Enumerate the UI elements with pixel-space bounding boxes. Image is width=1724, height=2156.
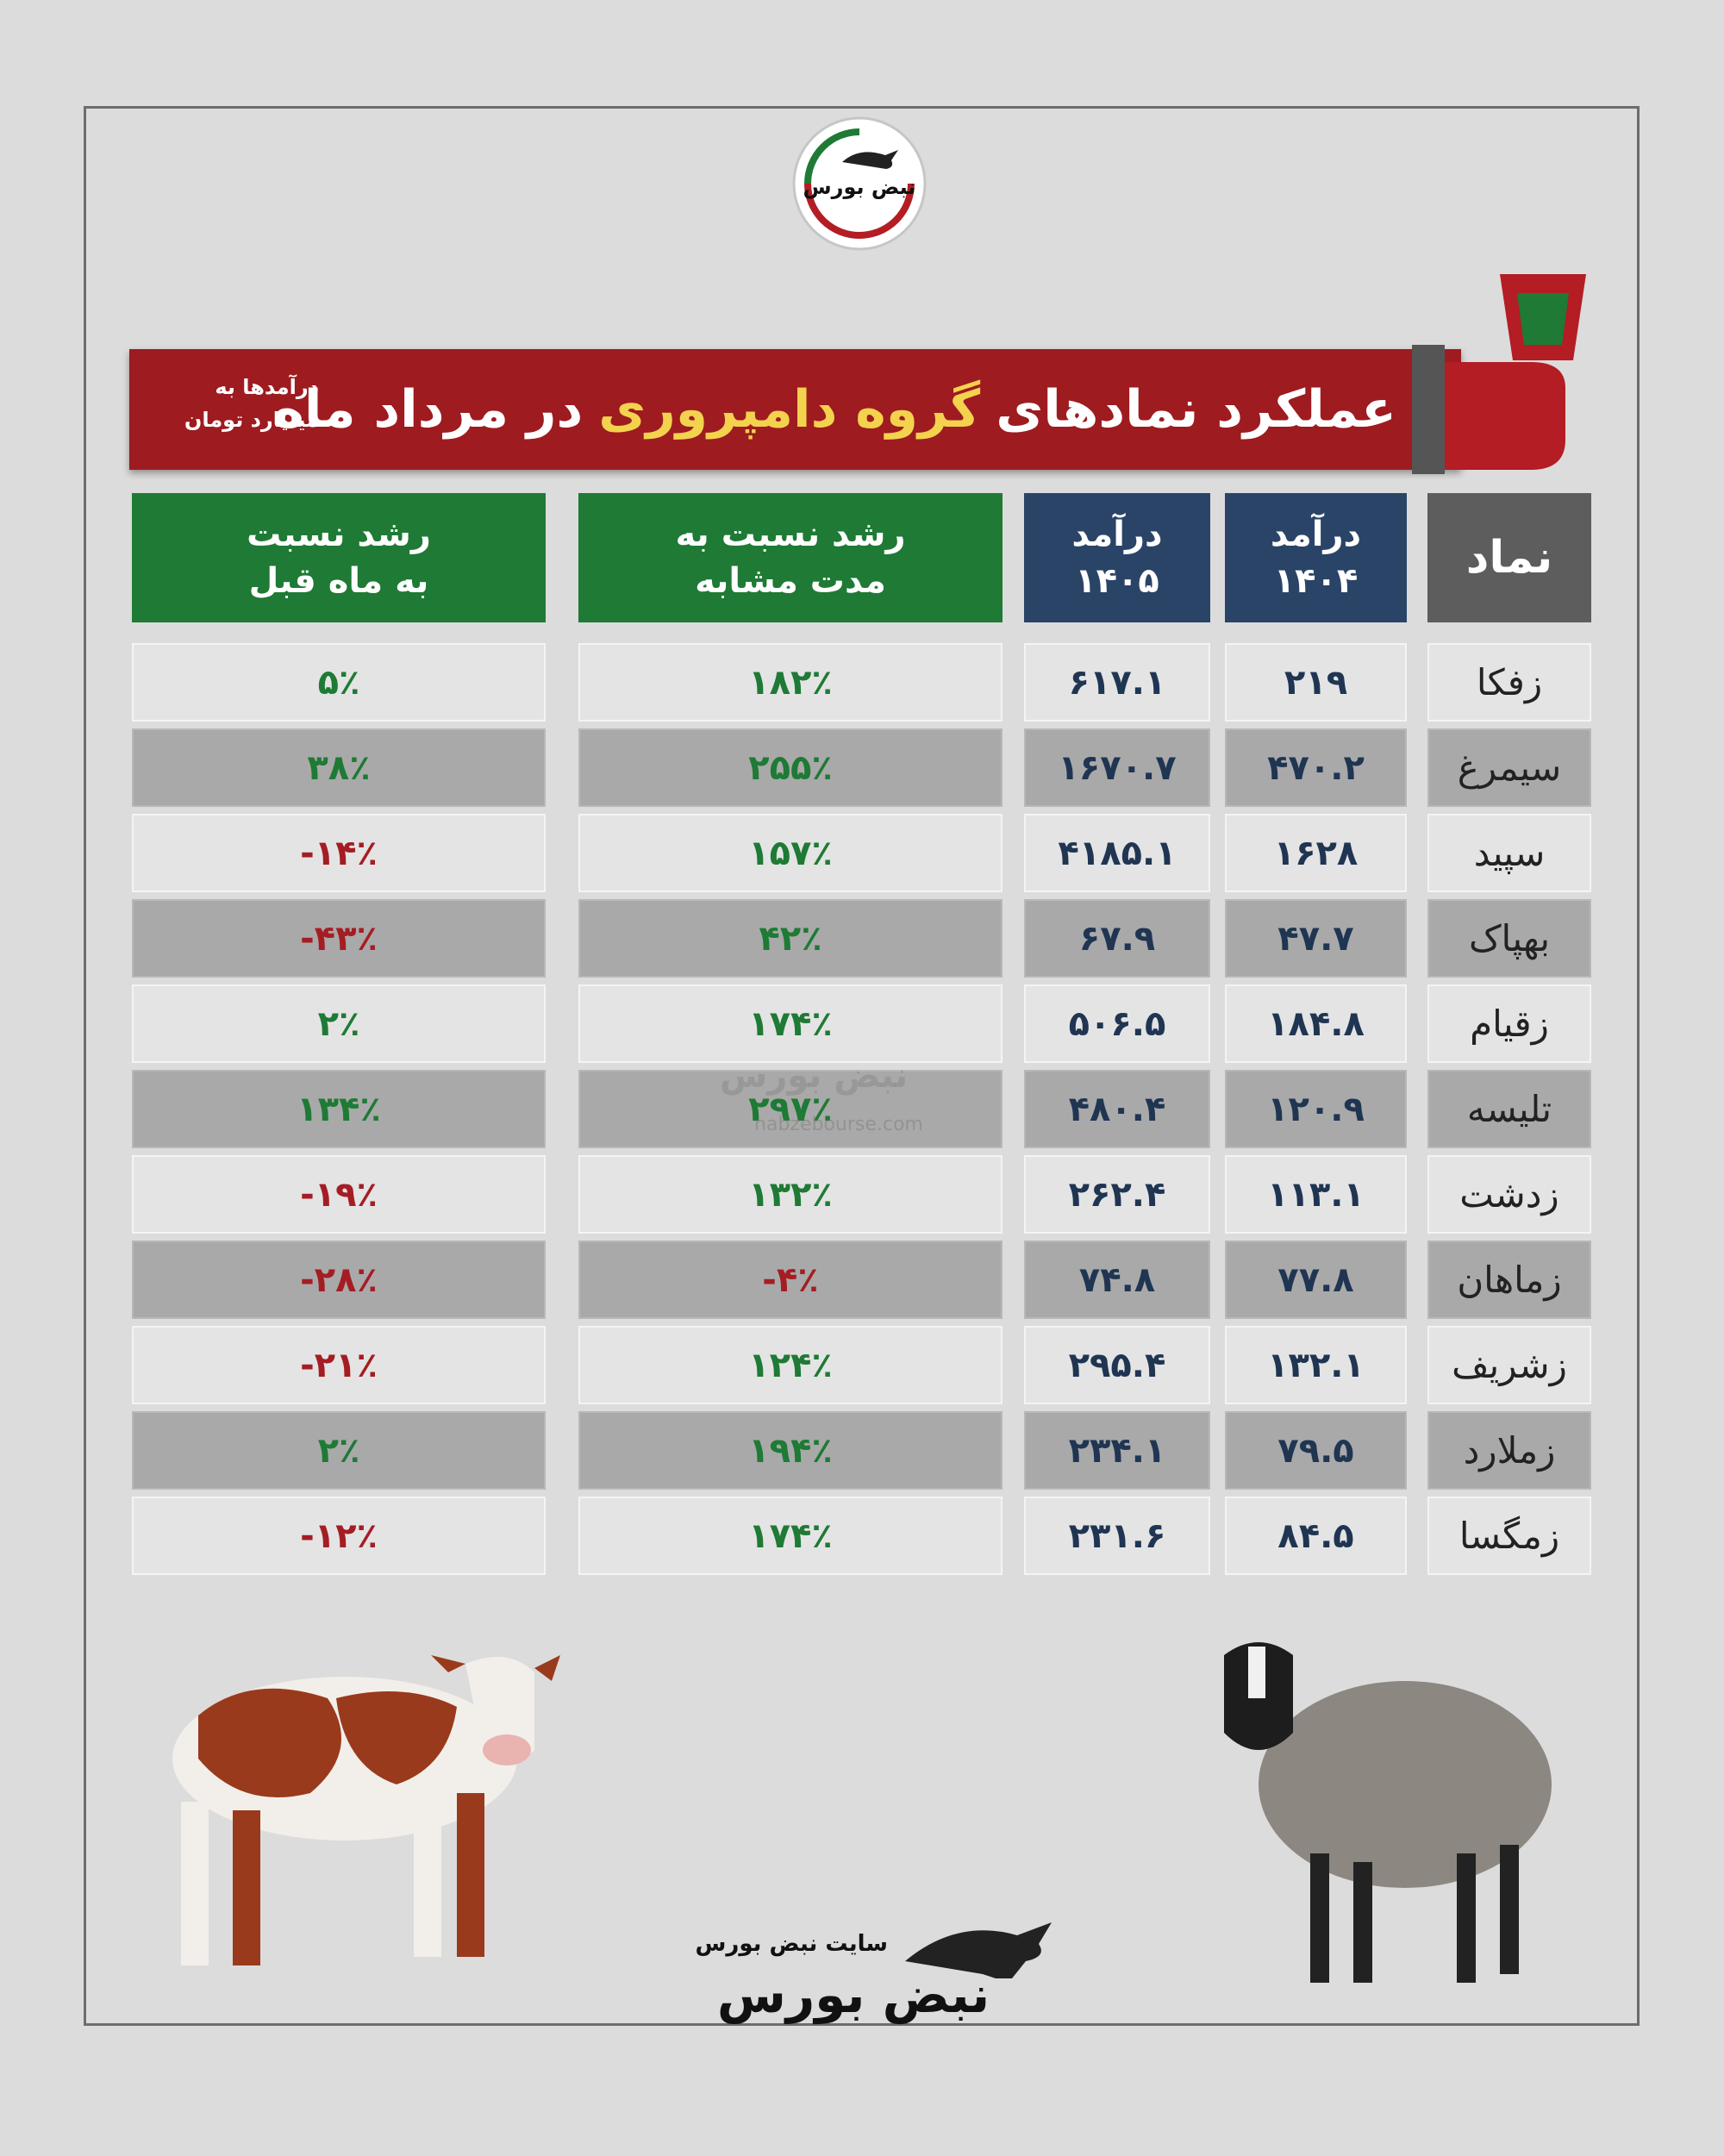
value-cell: ۳۸٪ xyxy=(132,728,546,807)
value-cell: ۲۹۷٪ xyxy=(578,1070,1003,1148)
value-cell: ۴۱۸۵.۱ xyxy=(1024,814,1210,892)
value-cell: ۷۹.۵ xyxy=(1225,1411,1407,1490)
symbol-cell: زمگسا xyxy=(1427,1497,1591,1575)
value-cell: ۴۷۰.۲ xyxy=(1225,728,1407,807)
symbol-cell: سیمرغ xyxy=(1427,728,1591,807)
title-banner xyxy=(129,349,1461,470)
value-cell: ۴۲٪ xyxy=(578,899,1003,978)
value-cell: ۱۸۲٪ xyxy=(578,643,1003,722)
table-header: درآمد ۱۴۰۴ xyxy=(1225,493,1407,622)
cow-image xyxy=(172,1655,560,1965)
value-cell: ۱۷۴٪ xyxy=(578,984,1003,1063)
symbol-cell: زقیام xyxy=(1427,984,1591,1063)
value-cell: ۱۸۴.۸ xyxy=(1225,984,1407,1063)
value-cell: ۱۷۴٪ xyxy=(578,1497,1003,1575)
footer-caption: سایت نبض بورس xyxy=(695,1931,888,1957)
header-line: رشد نسبت به xyxy=(675,515,906,554)
value-cell: ۴۸۰.۴ xyxy=(1024,1070,1210,1148)
fist xyxy=(1445,362,1565,470)
value-cell: ۱۳۴٪ xyxy=(132,1070,546,1148)
header-line: مدت مشابه xyxy=(695,561,886,601)
table-header: نماد xyxy=(1427,493,1591,622)
value-cell: ۱۲۴٪ xyxy=(578,1326,1003,1404)
value-cell: ۲۶۲.۴ xyxy=(1024,1155,1210,1234)
header-line: به ماه قبل xyxy=(248,561,429,601)
symbol-cell: زماهان xyxy=(1427,1240,1591,1319)
value-cell: -۴۳٪ xyxy=(132,899,546,978)
value-cell: ۱۶۲۸ xyxy=(1225,814,1407,892)
hand-icon xyxy=(1412,274,1586,474)
value-cell: -۱۲٪ xyxy=(132,1497,546,1575)
value-cell: -۱۴٪ xyxy=(132,814,546,892)
value-cell: -۲۱٪ xyxy=(132,1326,546,1404)
header-line: درآمد xyxy=(1071,515,1163,554)
table-header: رشد نسبت به ماه قبل xyxy=(132,493,546,622)
footer-logo: نبض بورس xyxy=(716,1965,990,2024)
header-line: رشد نسبت xyxy=(247,515,431,554)
value-cell: ۷۴.۸ xyxy=(1024,1240,1210,1319)
table-header: رشد نسبت به مدت مشابه xyxy=(578,493,1003,622)
title-highlight: گروه دامپروری xyxy=(598,379,981,440)
value-cell: ۲٪ xyxy=(132,984,546,1063)
value-cell: ۲۹۵.۴ xyxy=(1024,1326,1210,1404)
symbol-cell: تلیسه xyxy=(1427,1070,1591,1148)
value-cell: ۴۷.۷ xyxy=(1225,899,1407,978)
unit-note-line: میلیارد تومان xyxy=(184,408,319,433)
table-header: درآمد ۱۴۰۵ xyxy=(1024,493,1210,622)
value-cell: -۲۸٪ xyxy=(132,1240,546,1319)
value-cell: ۲۵۵٪ xyxy=(578,728,1003,807)
sheep-image xyxy=(1224,1642,1552,1983)
footer-bull xyxy=(905,1922,1052,1978)
value-cell: ۲۱۹ xyxy=(1225,643,1407,722)
watermark-url: nabzebourse.com xyxy=(754,1114,923,1135)
title: عملکرد نمادهای گروه دامپروری در مرداد ما… xyxy=(273,349,1396,470)
title-before: عملکرد نمادهای xyxy=(996,379,1396,440)
cuff xyxy=(1412,345,1445,474)
value-cell: ۱۳۲٪ xyxy=(578,1155,1003,1234)
value-cell: ۲۳۱.۶ xyxy=(1024,1497,1210,1575)
header-line: ۱۴۰۵ xyxy=(1075,561,1159,601)
symbol-cell: سپید xyxy=(1427,814,1591,892)
value-cell: ۶۱۷.۱ xyxy=(1024,643,1210,722)
value-cell: ۱۵۷٪ xyxy=(578,814,1003,892)
value-cell: ۶۷.۹ xyxy=(1024,899,1210,978)
value-cell: ۵۰۶.۵ xyxy=(1024,984,1210,1063)
value-cell: ۱۱۳.۱ xyxy=(1225,1155,1407,1234)
unit-note: درآمدها به میلیارد تومان xyxy=(155,371,319,437)
header-line: نماد xyxy=(1465,531,1553,584)
value-cell: ۵٪ xyxy=(132,643,546,722)
value-cell: ۸۴.۵ xyxy=(1225,1497,1407,1575)
value-cell: ۱۲۰.۹ xyxy=(1225,1070,1407,1148)
symbol-cell: زدشت xyxy=(1427,1155,1591,1234)
symbol-cell: زفکا xyxy=(1427,643,1591,722)
value-cell: ۱۹۴٪ xyxy=(578,1411,1003,1490)
unit-note-line: درآمدها به xyxy=(215,375,319,399)
symbol-cell: بهپاک xyxy=(1427,899,1591,978)
watermark: نبض بورس xyxy=(720,1056,909,1096)
header-line: ۱۴۰۴ xyxy=(1273,561,1359,601)
logo: نبض بورس xyxy=(792,116,927,251)
value-cell: ۱۶۷۰.۷ xyxy=(1024,728,1210,807)
header-line: درآمد xyxy=(1270,515,1362,554)
symbol-cell: زملارد xyxy=(1427,1411,1591,1490)
title-after: در مرداد ماه xyxy=(273,379,584,440)
value-cell: -۱۹٪ xyxy=(132,1155,546,1234)
value-cell: -۴٪ xyxy=(578,1240,1003,1319)
scale-face xyxy=(1517,293,1569,345)
frame xyxy=(84,106,1640,2026)
value-cell: ۲۳۴.۱ xyxy=(1024,1411,1210,1490)
symbol-cell: زشریف xyxy=(1427,1326,1591,1404)
logo-text: نبض بورس xyxy=(803,175,916,199)
value-cell: ۱۳۲.۱ xyxy=(1225,1326,1407,1404)
value-cell: ۷۷.۸ xyxy=(1225,1240,1407,1319)
value-cell: ۲٪ xyxy=(132,1411,546,1490)
